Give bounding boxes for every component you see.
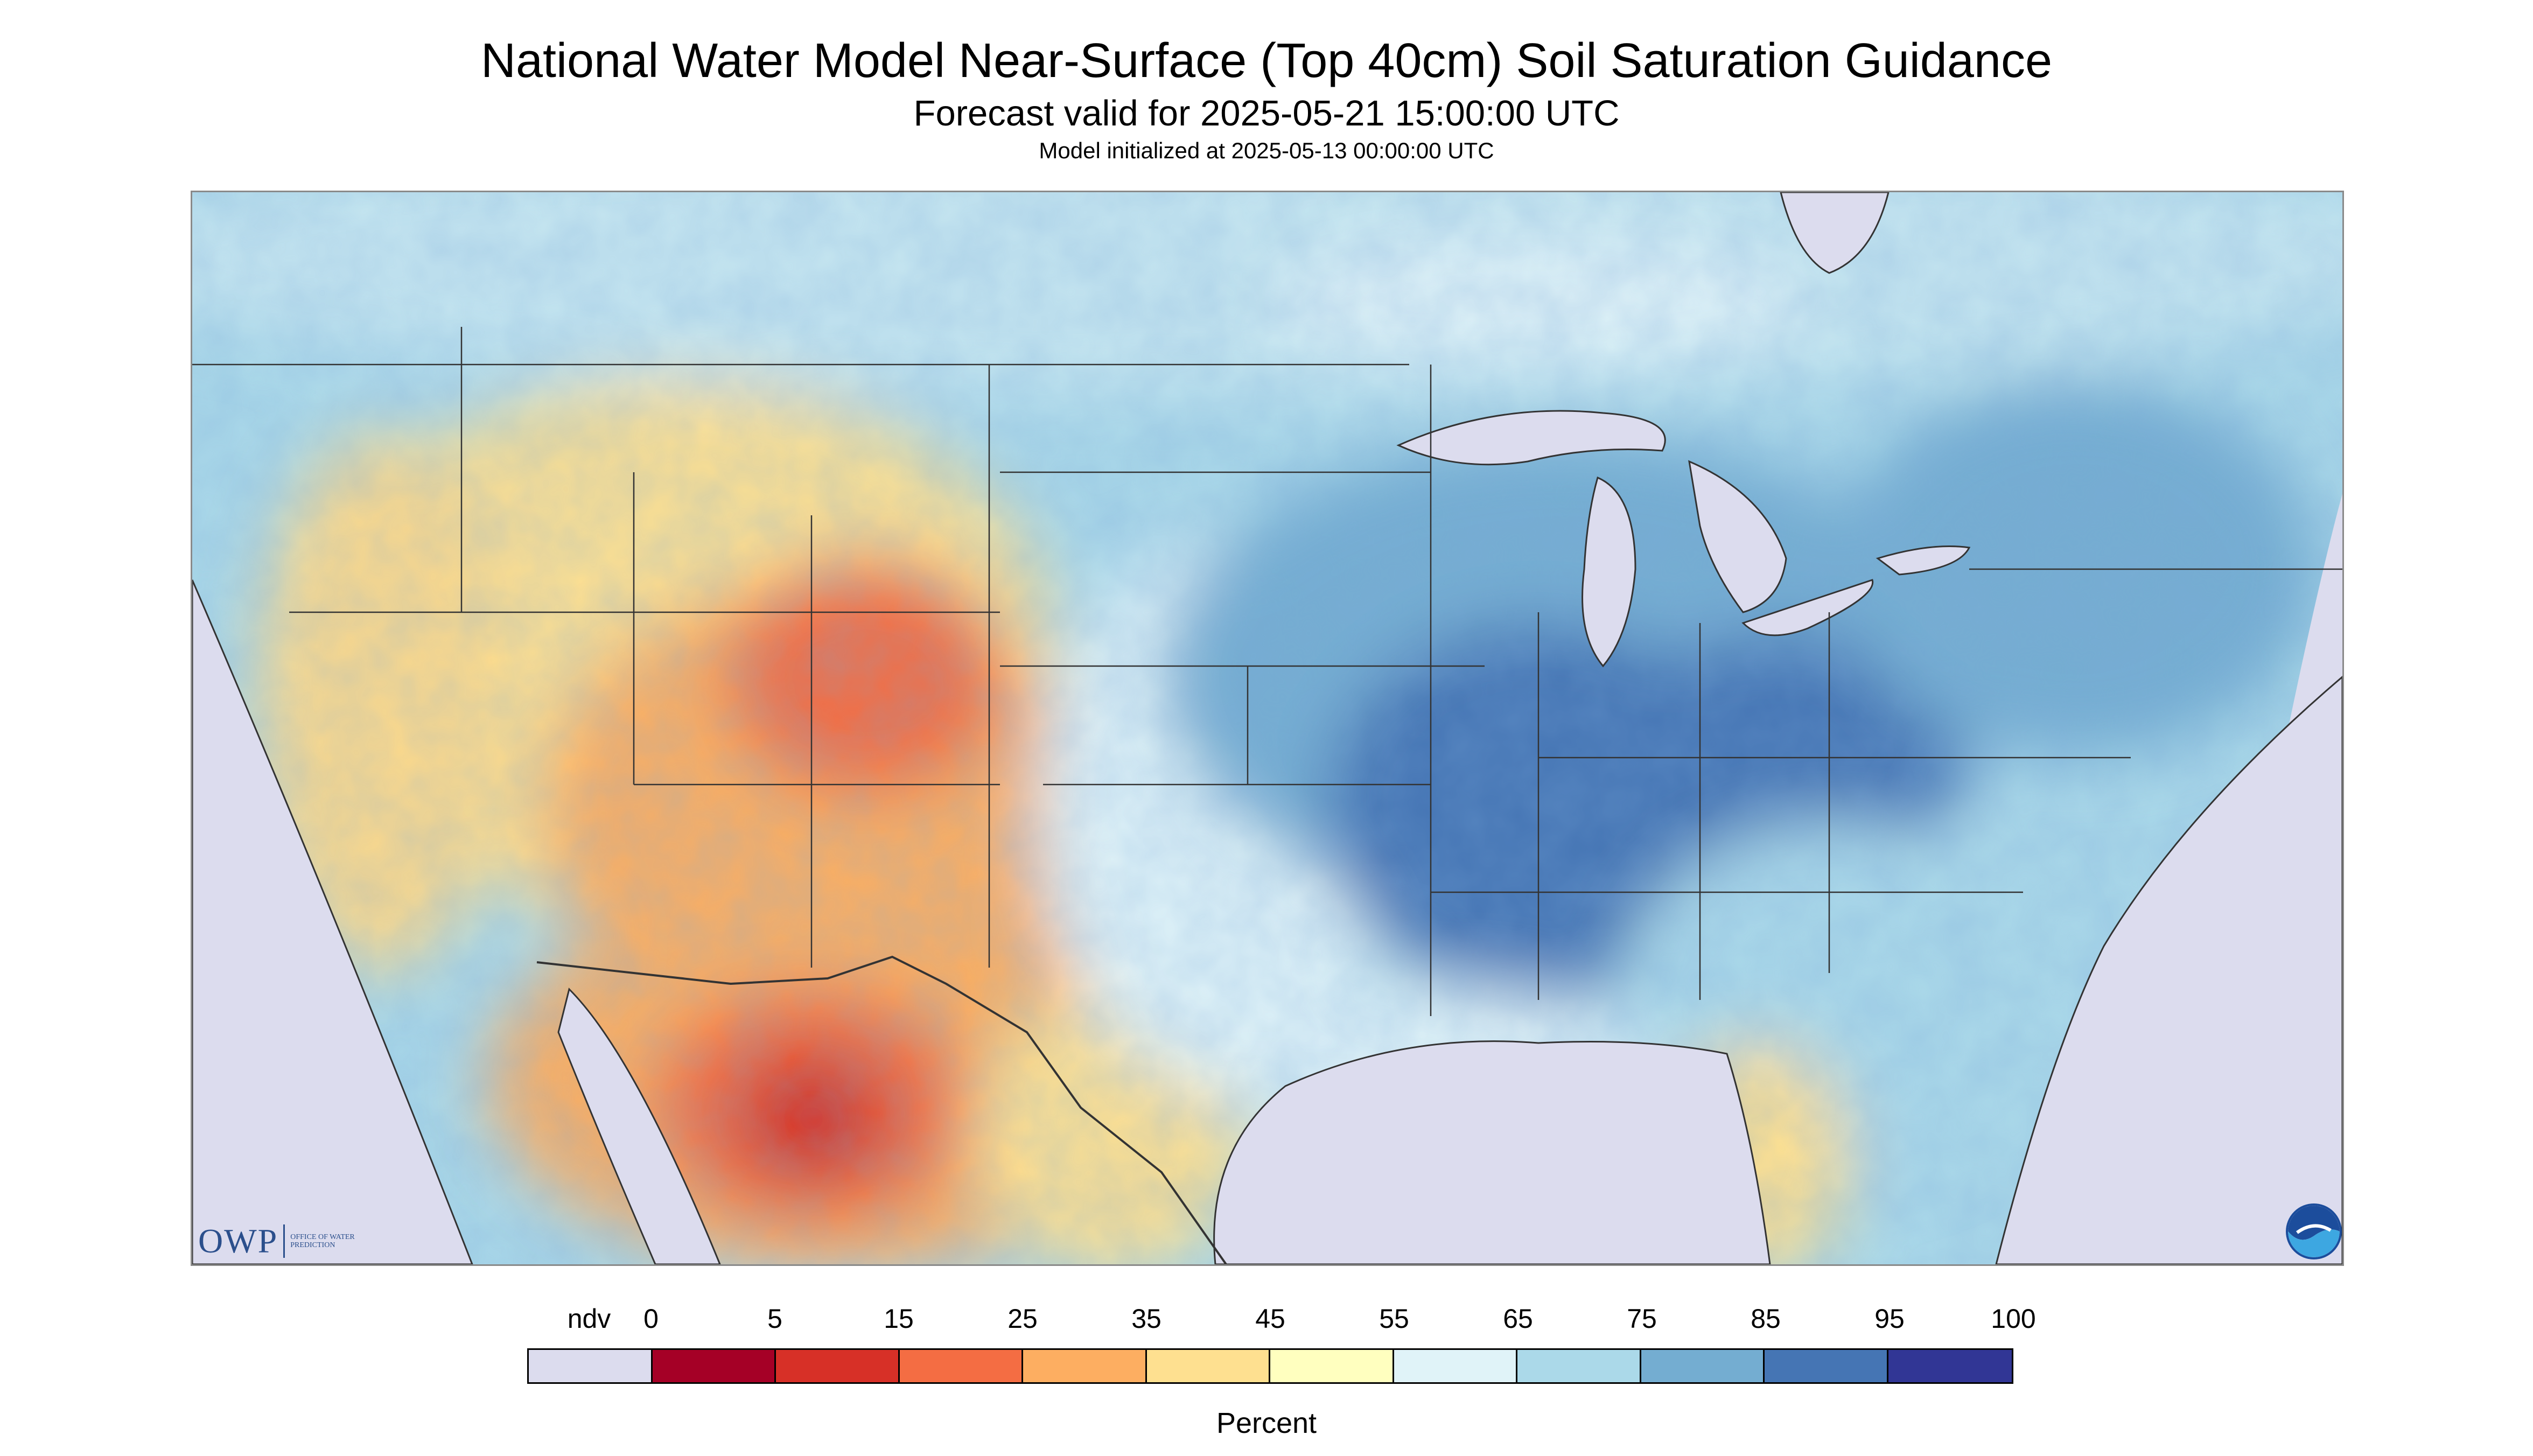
pacific-ocean — [192, 579, 473, 1264]
lake-ontario — [1876, 545, 1971, 576]
colorbar-tick-label: 100 — [1991, 1304, 2036, 1334]
gulf-of-california — [557, 988, 721, 1264]
colorbar-swatch — [776, 1350, 900, 1382]
colorbar-tick-label: 75 — [1627, 1304, 1657, 1334]
colorbar-swatch — [1023, 1350, 1147, 1382]
colorbar-swatch — [1270, 1350, 1394, 1382]
colorbar-tick-label: 15 — [884, 1304, 914, 1334]
colorbar-swatch — [529, 1350, 653, 1382]
state-boundaries — [192, 327, 2342, 1016]
map-canvas — [192, 192, 2342, 1264]
map-title: National Water Model Near-Surface (Top 4… — [480, 34, 2052, 88]
owp-logo-subtitle: OFFICE OF WATER PREDICTION — [290, 1233, 355, 1249]
colorbar-swatch — [1146, 1350, 1270, 1382]
coastal-waters — [192, 579, 2342, 1264]
colorbar-swatch — [1394, 1350, 1517, 1382]
colorbar-swatch — [652, 1350, 776, 1382]
lake-michigan — [1582, 476, 1636, 668]
map-subtitle: Forecast valid for 2025-05-21 15:00:00 U… — [913, 93, 1620, 134]
owp-logo: OWP OFFICE OF WATER PREDICTION — [198, 1220, 366, 1263]
colorbar-swatch — [1517, 1350, 1641, 1382]
atlantic-ocean — [1995, 676, 2342, 1264]
colorbar-tick-label: 0 — [643, 1304, 659, 1334]
gulf-of-mexico — [1213, 1040, 1771, 1264]
lake-superior — [1396, 410, 1666, 466]
colorbar-tick-label: 5 — [767, 1304, 782, 1334]
us-mexico-border — [536, 955, 1227, 1264]
colorbar-swatch — [899, 1350, 1023, 1382]
colorbar-tick-label: 95 — [1874, 1304, 1905, 1334]
colorbar-tick-label: 45 — [1255, 1304, 1285, 1334]
colorbar-swatch — [1765, 1350, 1888, 1382]
colorbar-tick-label: 25 — [1007, 1304, 1038, 1334]
great-lakes — [1396, 192, 1971, 668]
colorbar-tick-label: 35 — [1131, 1304, 1161, 1334]
colorbar-tick-label: ndv — [567, 1304, 611, 1334]
model-init-line: Model initialized at 2025-05-13 00:00:00… — [1039, 138, 1494, 163]
lake-erie — [1741, 579, 1874, 636]
soil-saturation-map — [191, 191, 2344, 1266]
lake-huron — [1688, 460, 1787, 613]
noaa-logo-icon — [2286, 1203, 2342, 1259]
colorbar-swatch — [1641, 1350, 1765, 1382]
owp-logo-word: OWP — [198, 1222, 278, 1260]
colorbar-unit-label: Percent — [1216, 1407, 1317, 1439]
colorbar-tick-label: 55 — [1379, 1304, 1409, 1334]
colorbar-tick-label: 85 — [1751, 1304, 1781, 1334]
colorbar — [527, 1348, 2013, 1384]
owp-logo-divider — [283, 1224, 285, 1258]
colorbar-swatch — [1888, 1350, 2012, 1382]
hudson-bay-edge — [1780, 192, 1890, 274]
colorbar-tick-label: 65 — [1503, 1304, 1533, 1334]
